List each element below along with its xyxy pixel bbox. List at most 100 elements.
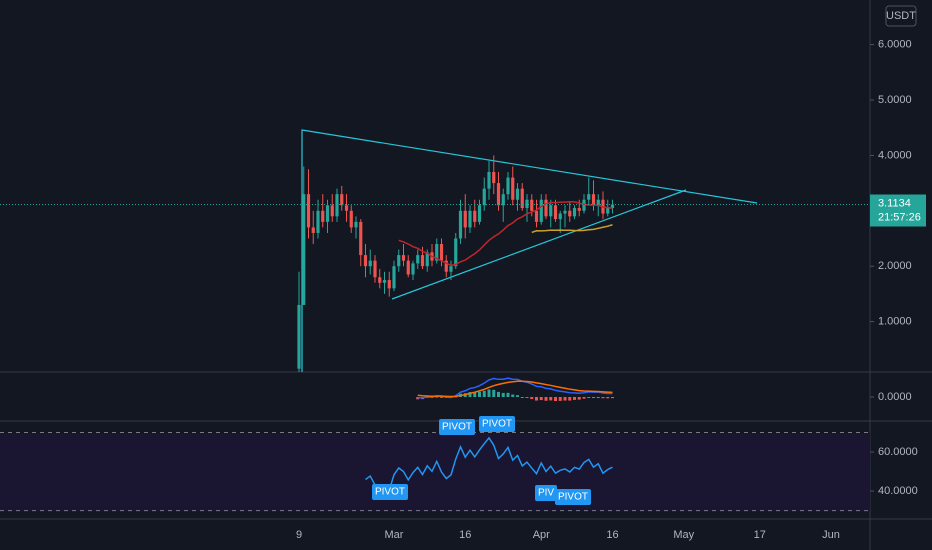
candle-body [449,266,453,272]
triangle-lower [391,189,687,300]
x-tick-label: Apr [533,529,550,541]
candle-body [496,183,501,206]
x-tick-label: 17 [754,529,766,541]
candle-body [316,210,320,233]
candle-body [563,210,567,214]
candle-body [553,205,558,220]
candle-body [344,205,349,211]
candle-body [506,177,510,195]
macd-histogram [468,392,472,397]
y-tick-label: 6.0000 [878,39,912,51]
candle-body [482,188,486,206]
candle-body [544,199,548,217]
moving-average [531,224,613,234]
candle-body [311,227,315,233]
macd-histogram [596,397,600,398]
macd-histogram [520,396,524,398]
macd-histogram [573,397,576,400]
pivot-tag [555,489,591,505]
candle-body [420,255,425,267]
candle-body [297,304,301,369]
candle-body [302,194,306,305]
macd-histogram [592,397,595,398]
candle-body [439,244,444,261]
triangle-upper [301,129,758,372]
candle-body [411,263,415,275]
macd-histogram [563,397,567,401]
candle-body [373,260,377,278]
macd-histogram [601,397,605,399]
candle-body [416,255,420,264]
candle-body [406,260,410,275]
candle-body [606,208,610,214]
countdown: 21:57:26 [878,211,921,223]
candle-body [487,172,491,189]
candle-body [520,188,524,209]
candle-body [354,221,358,228]
candle-body [392,266,396,289]
macd-histogram [587,397,591,398]
macd-histogram [501,392,505,397]
candle-body [378,277,382,283]
pivot-tag [479,416,515,432]
rsi-line [365,436,613,492]
moving-average [398,201,613,267]
x-tick-label: Mar [385,529,404,541]
candle-body [387,280,391,289]
candle-body [335,194,339,217]
macd-histogram [516,395,519,397]
pivot-label: PIVOT [482,419,512,430]
pivot-tag [535,485,557,501]
y-tick-label: 4.0000 [878,149,912,161]
macd-histogram [440,396,443,398]
candle-body [368,260,372,267]
last-price-label: 3.1134 [878,197,911,209]
macd-histogram [582,397,586,399]
macd-histogram [539,397,543,401]
candle-body [515,188,520,200]
candle-body [435,244,439,261]
signal-line [417,380,613,398]
candle-body [444,260,448,272]
candle-body [458,210,463,239]
candle-body [340,194,344,206]
candle-body [325,205,330,222]
macd-histogram [492,389,496,397]
macd-histogram [577,397,581,400]
macd-line [417,377,613,399]
candle-body [330,205,334,217]
candle-body [321,210,325,222]
macd-histogram [435,396,439,398]
candle-body [501,194,505,206]
candle-body [572,208,577,217]
pivot-label: PIVOT [558,492,588,503]
candle-body [349,210,353,228]
macd-histogram [482,390,486,397]
candle-body [587,194,591,200]
macd-histogram [535,397,538,401]
candle-body [525,199,529,209]
y-tick-label: 60.0000 [878,446,918,458]
candle-body [454,238,458,267]
pivot-label: PIVOT [442,422,472,433]
candle-body [477,205,482,222]
macd-histogram [611,397,614,399]
rsi-band [0,433,870,511]
pivot-label: PIV [538,488,554,499]
x-tick-label: 16 [459,529,471,541]
candle-body [359,221,363,256]
macd-histogram [544,397,548,401]
pivot-tag [439,419,475,435]
candle-body [306,194,311,228]
candle-body [401,255,406,261]
y-tick-label: 0.0000 [878,391,912,403]
y-tick-label: 5.0000 [878,94,912,106]
candle-body [363,255,368,267]
macd-histogram [487,389,491,397]
macd-histogram [473,392,477,397]
currency: USDT [886,10,916,22]
candle-body [530,199,534,211]
candle-body [596,199,600,206]
pivot-label: PIVOT [375,487,405,498]
